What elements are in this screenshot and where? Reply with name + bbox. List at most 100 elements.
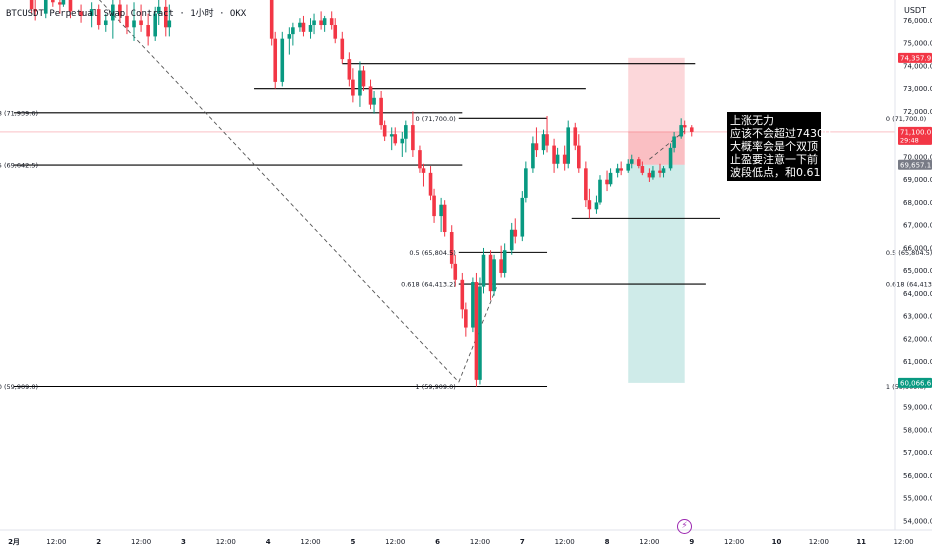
price-label-text: 74,357.9 bbox=[900, 54, 931, 62]
candle-body bbox=[329, 18, 334, 26]
time-axis[interactable]: 2月 12:00 2 12:00 3 12:00 4 12:00 5 12:00 6 12:00 7 12… bbox=[0, 529, 932, 546]
y-tick-label: 56,000.0 bbox=[903, 472, 932, 480]
candle-body bbox=[562, 154, 567, 164]
y-tick-label: 58,000.0 bbox=[903, 426, 932, 434]
x-tick-label: 12:00 bbox=[470, 538, 490, 546]
y-tick-label: 55,000.0 bbox=[903, 495, 932, 503]
candle-body bbox=[471, 282, 475, 328]
y-tick-label: 59,000.0 bbox=[903, 404, 932, 412]
candle-body bbox=[492, 259, 496, 292]
lightning-icon[interactable]: ⚡ bbox=[677, 519, 692, 534]
y-tick-label: 76,000.0 bbox=[903, 17, 932, 25]
annotation-line: 应该不会超过74300 bbox=[730, 127, 831, 140]
price-label-box bbox=[898, 377, 932, 388]
candle-body bbox=[51, 0, 55, 3]
candle-body bbox=[61, 0, 66, 5]
candle-body bbox=[125, 15, 129, 28]
candle-body bbox=[439, 204, 443, 217]
candle-body bbox=[358, 70, 362, 96]
candle-body bbox=[661, 168, 666, 173]
candle-body bbox=[626, 163, 631, 171]
annotation-line: 止盈要注意一下前 bbox=[730, 153, 818, 166]
candle-body bbox=[132, 20, 136, 28]
y-tick-label: 70,000.0 bbox=[903, 153, 932, 161]
candle-body bbox=[347, 59, 352, 80]
candlesticks bbox=[29, 0, 694, 387]
candle-body bbox=[153, 13, 157, 37]
x-tick-label: 6 bbox=[435, 538, 440, 546]
x-tick-label: 12:00 bbox=[216, 538, 236, 546]
candle-body bbox=[672, 136, 676, 148]
candle-body bbox=[319, 20, 323, 26]
candle-body bbox=[111, 4, 115, 21]
countdown-label: 29:48 bbox=[900, 136, 919, 144]
x-tick-label: 5 bbox=[350, 538, 355, 546]
candle-body bbox=[389, 134, 394, 137]
candle-body bbox=[167, 20, 172, 28]
candle-body bbox=[481, 254, 486, 287]
y-tick-label: 64,000.0 bbox=[903, 290, 932, 298]
fib-label: 0.618 (64,413.2) bbox=[886, 281, 932, 289]
candle-body bbox=[541, 134, 546, 151]
candle-body bbox=[682, 125, 687, 128]
y-tick-label: 69,000.0 bbox=[903, 176, 932, 184]
candle-body bbox=[146, 25, 150, 37]
fib-label: 1 (59,909.0) bbox=[416, 383, 456, 391]
x-tick-label: 12:00 bbox=[46, 538, 66, 546]
candle-body bbox=[449, 232, 454, 264]
candle-body bbox=[640, 166, 645, 173]
candle-body bbox=[156, 6, 161, 14]
x-tick-label: 10 bbox=[772, 538, 782, 546]
price-axis-labels: 74,357.9 71,100.029:48 69,657.1 60,066.6 bbox=[898, 52, 932, 388]
x-tick-label: 12:00 bbox=[555, 538, 575, 546]
fib-label: 0 (59,909.0) bbox=[0, 383, 38, 391]
y-tick-label: 73,000.0 bbox=[903, 85, 932, 93]
y-tick-label: 66,000.0 bbox=[903, 244, 932, 252]
candle-body bbox=[382, 125, 387, 137]
symbol-title[interactable]: BTCUSDT Perpetual Swap Contract · 1小时 · … bbox=[6, 9, 247, 19]
candle-body bbox=[291, 27, 295, 35]
candle-body bbox=[139, 20, 143, 26]
candle-body bbox=[118, 4, 122, 16]
x-tick-label: 8 bbox=[605, 538, 610, 546]
x-tick-label: 3 bbox=[181, 538, 186, 546]
candle-body bbox=[474, 282, 479, 380]
candle-body bbox=[333, 25, 338, 39]
candle-body bbox=[502, 250, 507, 273]
candle-body bbox=[361, 70, 366, 87]
x-tick-label: 12:00 bbox=[300, 538, 320, 546]
price-label-box bbox=[898, 159, 932, 170]
y-tick-label: 72,000.0 bbox=[903, 108, 932, 116]
candle-body bbox=[488, 254, 493, 292]
x-tick-label: 4 bbox=[266, 538, 271, 546]
candle-body bbox=[269, 0, 274, 39]
candle-body bbox=[534, 143, 539, 151]
x-tick-label: 12:00 bbox=[809, 538, 829, 546]
candle-body bbox=[605, 179, 609, 185]
take-profit-zone bbox=[628, 164, 685, 383]
candle-body bbox=[584, 168, 588, 201]
candle-body bbox=[379, 97, 383, 126]
candle-body bbox=[608, 172, 613, 185]
candle-body bbox=[647, 172, 652, 178]
candle-body bbox=[308, 25, 313, 32]
candle-body bbox=[513, 229, 518, 237]
y-tick-label: 68,000.0 bbox=[903, 199, 932, 207]
candle-body bbox=[351, 79, 355, 96]
candle-body bbox=[372, 97, 376, 105]
price-axis[interactable]: 76,000.0 75,000.0 74,000.0 73,000.0 72,000.0… bbox=[894, 0, 932, 530]
y-tick-label: 57,000.0 bbox=[903, 449, 932, 457]
annotation-callout[interactable]: 上涨无力 应该不会超过74300 大概率会是个双顶 止盈要注意一下前 波段低点，… bbox=[727, 112, 831, 181]
candle-body bbox=[301, 22, 306, 32]
candle-body bbox=[464, 309, 468, 328]
candle-body bbox=[679, 125, 683, 137]
fib-label: 0.618 (64,413.2) bbox=[401, 281, 456, 289]
x-tick-label: 12:00 bbox=[893, 538, 913, 546]
position-zones bbox=[628, 57, 685, 383]
price-label-box bbox=[898, 52, 932, 63]
candle-body bbox=[615, 168, 620, 173]
candle-body bbox=[460, 279, 465, 310]
candle-body bbox=[96, 9, 101, 26]
fib-label: 0.618 (71,939.6) bbox=[0, 109, 38, 117]
